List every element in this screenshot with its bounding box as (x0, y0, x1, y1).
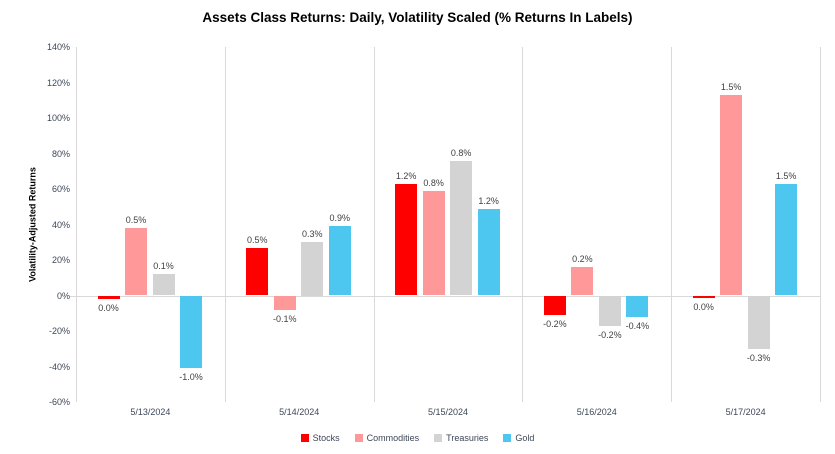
bar-value-label: 0.3% (302, 229, 323, 240)
legend-swatch-treasuries (434, 434, 443, 442)
bar-stocks (395, 183, 418, 296)
bar-value-label: -0.2% (598, 329, 622, 340)
legend-item-gold: Gold (503, 433, 534, 443)
legend-label: Stocks (312, 433, 340, 443)
y-axis-line (76, 47, 77, 402)
bar-stocks (97, 295, 120, 300)
bar-value-label: -0.3% (746, 352, 771, 363)
category-separator (671, 47, 673, 402)
bar-commodities (125, 228, 147, 296)
y-tick-label: 140% (46, 42, 70, 52)
y-tick-label: 80% (51, 148, 70, 159)
bar-stocks (692, 295, 715, 298)
bar-value-label: 0.5% (247, 234, 268, 245)
y-tick-label: -60% (48, 397, 70, 407)
legend-swatch-gold (503, 434, 512, 442)
x-tick-label: 5/14/2024 (279, 407, 320, 417)
x-tick-label: 5/16/2024 (576, 407, 617, 417)
legend-item-commodities: Commodities (354, 433, 420, 443)
legend-item-stocks: Stocks (300, 433, 340, 443)
x-tick-label: 5/15/2024 (427, 407, 469, 417)
bar-value-label: 0.8% (450, 147, 472, 158)
bar-gold (477, 208, 500, 296)
legend-label: Treasuries (446, 433, 489, 443)
category-separator (820, 47, 821, 402)
bar-gold (775, 183, 798, 296)
bar-commodities (273, 295, 296, 310)
category-separator (373, 47, 375, 402)
legend-label: Commodities (366, 433, 420, 443)
bar-value-label: -1.0% (179, 372, 203, 383)
chart-title: Assets Class Returns: Daily, Volatility … (202, 10, 633, 25)
bar-gold (626, 295, 649, 317)
y-tick-label: 20% (51, 255, 70, 265)
legend-label: Gold (515, 433, 535, 443)
legend-swatch-commodities (354, 434, 363, 442)
bar-treasuries (598, 295, 621, 326)
legend-swatch-stocks (300, 434, 309, 442)
bar-gold (328, 226, 351, 296)
legend: Stocks Commodities Treasuries Gold (0, 433, 835, 443)
bar-value-label: 0.0% (693, 301, 714, 312)
bar-treasuries (152, 274, 175, 296)
bar-commodities (571, 267, 594, 296)
bar-gold (180, 295, 202, 369)
y-tick-label: 40% (51, 219, 70, 230)
bar-treasuries (301, 242, 324, 296)
bar-value-label: 0.1% (153, 261, 174, 272)
bar-commodities (720, 94, 743, 296)
category-separator (522, 47, 524, 402)
bar-value-label: 1.5% (720, 81, 742, 92)
bar-value-label: 0.2% (572, 254, 593, 265)
x-tick-label: 5/13/2024 (130, 407, 171, 417)
zero-baseline (70, 295, 820, 297)
x-tick-label: 5/17/2024 (725, 407, 766, 417)
bar-value-label: 0.0% (98, 303, 119, 314)
bar-treasuries (747, 295, 770, 349)
y-tick-label: -40% (48, 361, 70, 372)
bar-value-label: -0.4% (625, 320, 650, 331)
bar-value-label: 0.8% (423, 177, 444, 188)
bar-value-label: -0.2% (543, 319, 567, 330)
y-tick-label: 0% (56, 290, 70, 301)
y-tick-label: -20% (48, 326, 70, 336)
bar-value-label: -0.1% (273, 313, 297, 324)
category-separator (224, 47, 226, 402)
bar-stocks (246, 247, 269, 296)
bar-value-label: 1.2% (478, 195, 499, 206)
bar-value-label: 1.2% (395, 170, 417, 181)
y-tick-label: 60% (51, 184, 70, 194)
bar-stocks (543, 295, 566, 316)
y-tick-label: 100% (46, 113, 70, 123)
bar-treasuries (450, 160, 473, 296)
legend-item-treasuries: Treasuries (434, 433, 488, 443)
bar-value-label: 0.5% (125, 215, 147, 226)
y-tick-label: 120% (46, 77, 70, 88)
bar-value-label: 1.5% (775, 170, 797, 181)
bar-value-label: 0.9% (329, 213, 351, 224)
bar-commodities (422, 190, 445, 296)
